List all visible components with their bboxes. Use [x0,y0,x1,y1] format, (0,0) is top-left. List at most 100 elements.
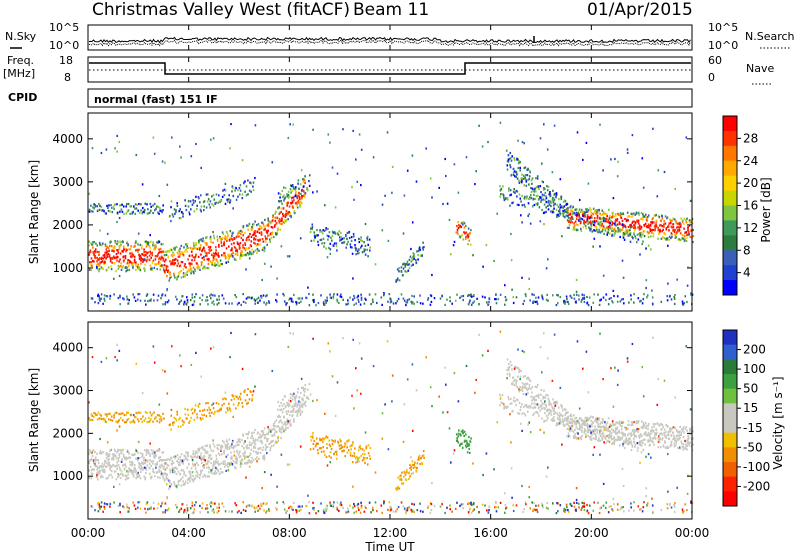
data-cell [226,445,229,449]
data-cell [586,220,588,223]
data-cell [422,302,424,305]
data-cell [642,438,645,441]
data-cell [667,282,669,285]
data-cell [98,268,101,271]
data-cell [638,213,640,216]
data-cell [111,261,113,264]
data-cell [648,231,650,234]
data-cell [152,244,154,247]
data-cell [520,370,522,373]
data-cell [665,237,668,240]
data-cell [237,397,240,400]
data-cell [275,430,278,433]
data-cell [272,439,274,443]
data-cell [304,400,307,404]
data-cell [190,416,192,419]
data-cell [360,236,362,239]
data-cell [283,221,285,224]
data-cell [361,239,363,243]
data-cell [248,222,251,225]
data-cell [179,271,181,274]
data-cell [519,197,522,200]
data-cell [275,441,277,444]
data-cell [144,476,147,479]
data-cell [512,173,515,176]
data-cell [220,448,222,451]
data-cell [159,268,161,271]
data-cell [599,231,602,234]
data-cell [90,297,93,300]
data-cell [280,408,283,411]
data-cell [102,242,104,245]
data-cell [112,246,115,249]
data-cell [590,227,592,231]
data-cell [277,435,279,439]
colorbar-swatch [723,130,737,147]
data-cell [140,203,142,206]
data-cell [98,263,101,266]
data-cell [225,247,228,250]
data-cell [200,210,202,213]
data-cell [158,194,161,198]
data-cell [274,216,276,219]
data-cell [206,409,209,412]
data-cell [353,455,356,458]
data-cell [669,218,671,221]
data-cell [478,303,480,306]
data-cell [607,303,610,306]
data-cell [178,250,181,253]
data-cell [536,386,538,389]
data-cell [614,218,617,221]
data-cell [584,421,587,424]
data-cell [293,403,296,406]
data-cell [298,403,301,406]
data-cell [236,253,239,257]
data-cell [466,441,468,444]
data-cell [272,444,275,447]
data-cell [103,209,105,213]
data-cell [223,241,225,244]
data-cell [414,461,416,464]
data-cell [574,422,576,425]
data-cell [422,454,425,457]
data-cell [566,207,568,210]
data-cell [183,421,185,424]
data-cell [160,463,163,466]
data-cell [126,295,128,298]
data-cell [192,474,194,478]
data-cell [225,411,227,414]
data-cell [270,236,273,239]
data-cell [238,235,240,238]
colorbar-tick-label: 8 [743,243,751,257]
data-cell [617,227,620,230]
data-cell [651,229,653,232]
data-cell [223,242,225,245]
data-cell [675,220,677,223]
data-cell [241,197,244,200]
data-cell [495,302,498,305]
data-cell [155,263,157,266]
data-cell [208,467,210,470]
data-cell [164,478,166,481]
data-cell [309,393,312,396]
data-cell [563,205,566,208]
data-cell [297,411,299,414]
data-cell [396,488,398,491]
data-cell [416,250,418,253]
data-cell [238,187,241,190]
data-cell [626,148,629,151]
data-cell [640,426,643,429]
data-cell [464,439,466,442]
data-cell [457,441,459,444]
data-cell [161,465,164,468]
data-cell [119,252,122,255]
data-cell [353,303,355,306]
data-cell [531,177,534,180]
data-cell [253,431,255,434]
data-cell [573,297,576,300]
data-cell [583,221,585,224]
data-cell [118,456,121,459]
data-cell [566,300,569,303]
data-cell [468,293,470,297]
data-cell [112,458,115,461]
